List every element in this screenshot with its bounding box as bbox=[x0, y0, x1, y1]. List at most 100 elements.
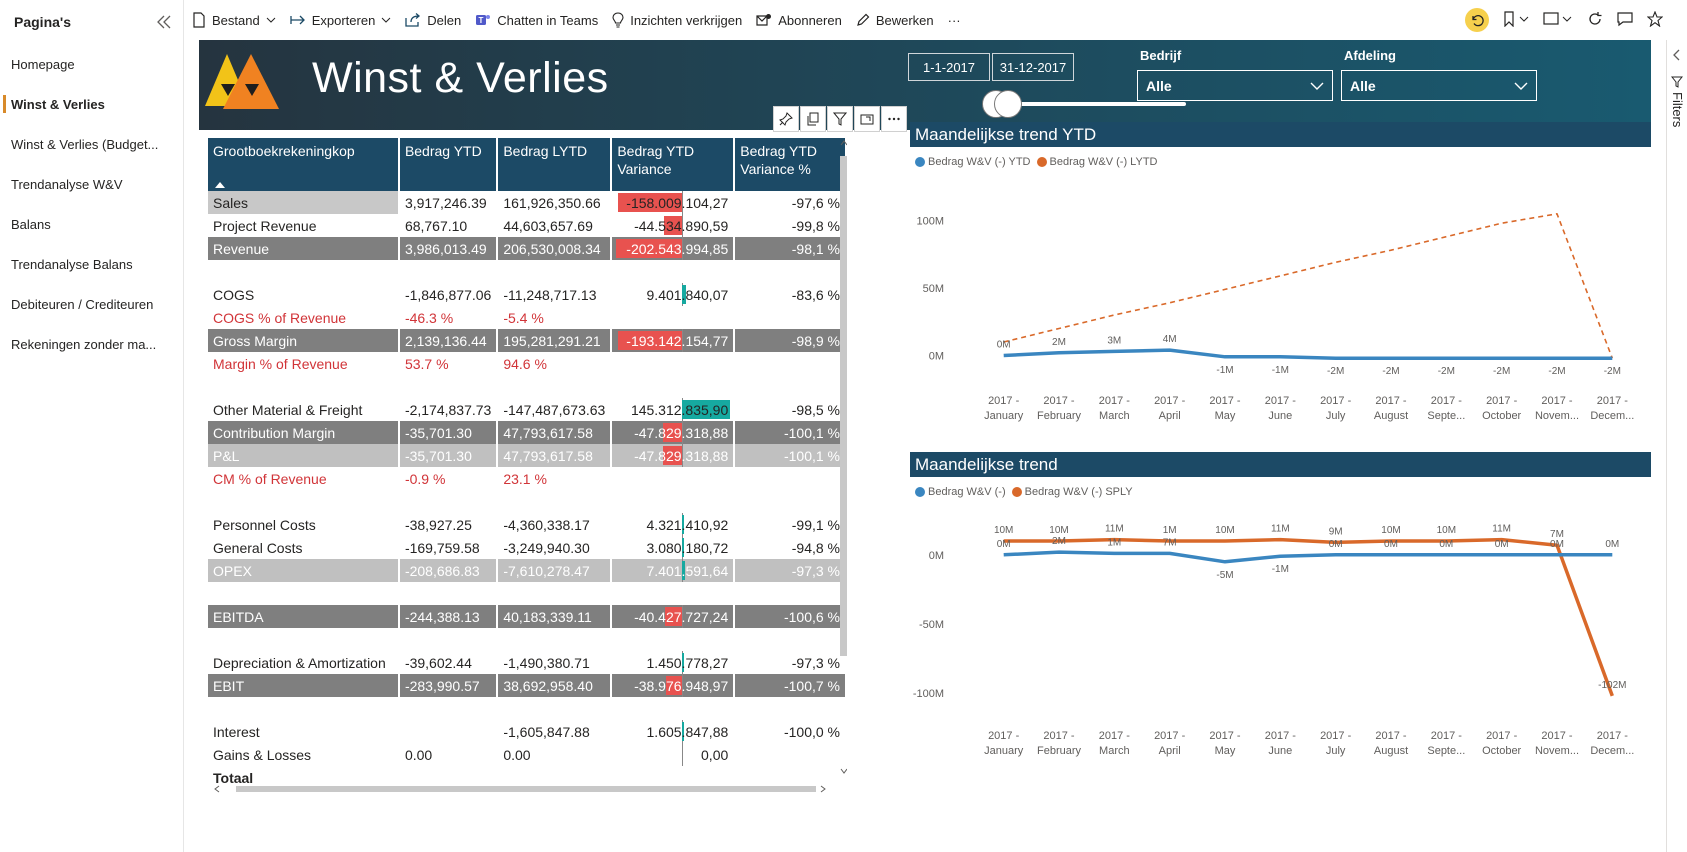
matrix-row[interactable]: General Costs -169,759.58 -3,249,940.30 3.0… bbox=[208, 536, 845, 559]
variance-axis-line bbox=[682, 421, 684, 444]
matrix-row[interactable]: P&L -35,701.30 47,793,617.58 -47.829.318,88… bbox=[208, 444, 845, 467]
visual-more-options-button[interactable] bbox=[881, 106, 907, 132]
column-header-ytd[interactable]: Bedrag YTD bbox=[399, 138, 497, 191]
page-item-label: Homepage bbox=[11, 56, 75, 72]
matrix-row[interactable]: Sales 3,917,246.39 161,926,350.66 -158.009.… bbox=[208, 191, 845, 214]
row-label-cell: OPEX bbox=[208, 559, 398, 582]
variance-pct-cell: -94,8 % bbox=[735, 536, 845, 559]
pnl-matrix[interactable]: Grootboekrekeningkop Bedrag YTD Bedrag L… bbox=[206, 138, 847, 852]
refresh-button[interactable] bbox=[1587, 11, 1603, 30]
toolbar: Bestand Exporteren Delen T Chatten in Te… bbox=[185, 0, 1687, 40]
data-label: 7M bbox=[1163, 537, 1177, 548]
matrix-row[interactable]: Personnel Costs -38,927.25 -4,360,338.17 4.… bbox=[208, 513, 845, 536]
variance-value: -202.543.994,85 bbox=[626, 240, 729, 257]
page-item[interactable]: Trendanalyse W&V bbox=[0, 164, 183, 204]
company-slicer-dropdown[interactable]: Alle bbox=[1137, 70, 1333, 101]
x-tick-label: 2017 - March bbox=[1099, 730, 1131, 757]
page-item[interactable]: Trendanalyse Balans bbox=[0, 244, 183, 284]
matrix-row[interactable]: Revenue 3,986,013.49 206,530,008.34 -202.54… bbox=[208, 237, 845, 260]
pages-panel-title: Pagina's bbox=[14, 14, 72, 30]
page-item[interactable]: Homepage bbox=[0, 44, 183, 84]
page-item[interactable]: Rekeningen zonder ma... bbox=[0, 324, 183, 364]
scroll-left-icon[interactable] bbox=[214, 785, 220, 793]
x-tick-month: January bbox=[984, 410, 1024, 422]
export-menu-button[interactable]: Exporteren bbox=[283, 0, 399, 40]
matrix-row[interactable]: Contribution Margin -35,701.30 47,793,617.… bbox=[208, 421, 845, 444]
legend-item[interactable]: Bedrag W&V (-) LYTD bbox=[1036, 156, 1158, 168]
variance-cell: 7.401.591,64 bbox=[612, 559, 734, 582]
file-menu-button[interactable]: Bestand bbox=[185, 0, 283, 40]
share-button[interactable]: Delen bbox=[398, 0, 468, 40]
matrix-row[interactable]: EBITDA -244,388.13 40,183,339.11 -40.427.72… bbox=[208, 605, 845, 628]
vertical-scroll-thumb[interactable] bbox=[840, 156, 847, 656]
legend-item[interactable]: Bedrag W&V (-) YTD bbox=[915, 156, 1031, 168]
variance-value: -47.829.318,88 bbox=[634, 447, 729, 464]
visual-filter-button[interactable] bbox=[827, 106, 853, 132]
date-end-input[interactable]: 31-12-2017 bbox=[992, 53, 1074, 81]
matrix-row[interactable]: Gains & Losses 0.00 0.00 0,00 bbox=[208, 743, 845, 766]
scroll-right-icon[interactable] bbox=[820, 785, 826, 793]
matrix-row[interactable]: Other Material & Freight -2,174,837.73 -14… bbox=[208, 398, 845, 421]
row-label-value: Personnel Costs bbox=[213, 516, 316, 533]
variance-pct-cell bbox=[735, 352, 845, 375]
y-tick-label: 0M bbox=[929, 351, 944, 363]
matrix-row[interactable]: COGS % of Revenue -46.3 % -5.4 % bbox=[208, 306, 845, 329]
column-header-account[interactable]: Grootboekrekeningkop bbox=[208, 138, 398, 191]
matrix-row[interactable]: OPEX -208,686.83 -7,610,278.47 7.401.591,64… bbox=[208, 559, 845, 582]
matrix-row[interactable]: Margin % of Revenue 53.7 % 94.6 % bbox=[208, 352, 845, 375]
comments-button[interactable] bbox=[1617, 11, 1633, 30]
lytd-cell: 47,793,617.58 bbox=[498, 421, 611, 444]
scroll-up-icon[interactable] bbox=[840, 140, 847, 146]
legend-item[interactable]: Bedrag W&V (-) bbox=[915, 486, 1006, 498]
subscribe-icon bbox=[756, 14, 772, 26]
monthly-trend-chart[interactable]: Maandelijkse trend Bedrag W&V (-) Bedrag… bbox=[910, 452, 1651, 792]
matrix-row[interactable]: Totaal bbox=[208, 766, 845, 789]
matrix-vertical-scrollbar[interactable] bbox=[839, 138, 847, 758]
page-item[interactable]: Winst & Verlies (Budget... bbox=[0, 124, 183, 164]
monthly-trend-ytd-chart[interactable]: Maandelijkse trend YTD Bedrag W&V (-) YT… bbox=[910, 122, 1651, 452]
subscribe-button[interactable]: Abonneren bbox=[749, 0, 849, 40]
pin-visual-button[interactable] bbox=[773, 106, 799, 132]
chat-in-teams-button[interactable]: T Chatten in Teams bbox=[468, 0, 605, 40]
matrix-row[interactable]: Depreciation & Amortization -39,602.44 -1,… bbox=[208, 651, 845, 674]
date-range-slider[interactable] bbox=[990, 102, 1186, 106]
date-start-input[interactable]: 1-1-2017 bbox=[908, 53, 990, 81]
date-end-handle[interactable] bbox=[994, 90, 1022, 118]
page-item[interactable]: Winst & Verlies bbox=[0, 84, 183, 124]
ytd-cell bbox=[400, 490, 496, 513]
matrix-row[interactable]: Project Revenue 68,767.10 44,603,657.69 -44… bbox=[208, 214, 845, 237]
matrix-horizontal-scrollbar[interactable] bbox=[206, 784, 832, 794]
matrix-row[interactable]: CM % of Revenue -0.9 % 23.1 % bbox=[208, 467, 845, 490]
collapse-pages-icon[interactable] bbox=[155, 13, 173, 31]
column-header-variance-pct[interactable]: Bedrag YTD Variance % bbox=[735, 138, 845, 191]
view-button[interactable] bbox=[1543, 11, 1573, 30]
copy-visual-button[interactable] bbox=[800, 106, 826, 132]
page-item[interactable]: Balans bbox=[0, 204, 183, 244]
column-header-variance[interactable]: Bedrag YTD Variance bbox=[612, 138, 734, 191]
department-slicer-dropdown[interactable]: Alle bbox=[1341, 70, 1537, 101]
matrix-row[interactable]: Interest -1,605,847.88 1.605.847,88 -100,0 … bbox=[208, 720, 845, 743]
matrix-row[interactable]: Gross Margin 2,139,136.44 195,281,291.21 -1… bbox=[208, 329, 845, 352]
bookmark-button[interactable] bbox=[1503, 10, 1529, 30]
variance-axis-line bbox=[682, 214, 684, 237]
matrix-body: Sales 3,917,246.39 161,926,350.66 -158.009.… bbox=[208, 191, 845, 789]
column-header-lytd[interactable]: Bedrag LYTD bbox=[498, 138, 611, 191]
legend-label: Bedrag W&V (-) SPLY bbox=[1024, 486, 1133, 498]
variance-cell: -202.543.994,85 bbox=[612, 237, 734, 260]
horizontal-scroll-thumb[interactable] bbox=[236, 786, 816, 792]
favorite-button[interactable] bbox=[1646, 10, 1664, 30]
page-item[interactable]: Debiteuren / Crediteuren bbox=[0, 284, 183, 324]
edit-button[interactable]: Bewerken bbox=[849, 0, 941, 40]
expand-filters-icon[interactable] bbox=[1670, 48, 1684, 62]
legend-item[interactable]: Bedrag W&V (-) SPLY bbox=[1011, 486, 1133, 498]
matrix-row[interactable]: EBIT -283,990.57 38,692,958.40 -38.976.948,… bbox=[208, 674, 845, 697]
more-options-button[interactable]: ··· bbox=[941, 0, 968, 40]
filters-pane-collapsed[interactable]: Filters bbox=[1666, 40, 1687, 852]
focus-mode-button[interactable] bbox=[854, 106, 880, 132]
scroll-down-icon[interactable] bbox=[840, 768, 847, 774]
reset-button[interactable] bbox=[1465, 8, 1489, 32]
data-label: 0M bbox=[1439, 539, 1453, 550]
matrix-row[interactable]: COGS -1,846,877.06 -11,248,717.13 9.401.840… bbox=[208, 283, 845, 306]
get-insights-button[interactable]: Inzichten verkrijgen bbox=[605, 0, 749, 40]
